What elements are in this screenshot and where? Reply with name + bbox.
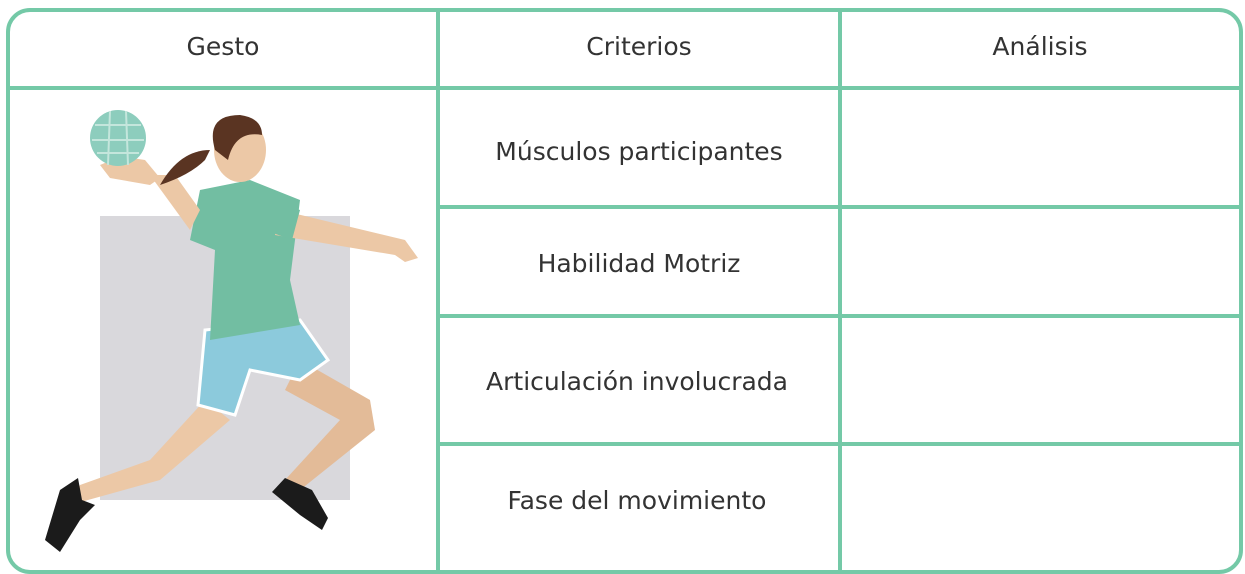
table-border xyxy=(6,8,1243,574)
illustration xyxy=(45,110,418,552)
header-cell: Análisis xyxy=(992,32,1087,61)
criterion: Músculos participantes xyxy=(495,137,782,166)
criterion: Fase del movimiento xyxy=(508,486,767,515)
header-cell: Criterios xyxy=(586,32,691,61)
criterion: Habilidad Motriz xyxy=(538,249,741,278)
header-cell: Gesto xyxy=(187,32,260,61)
criterion: Articulación involucrada xyxy=(486,367,788,396)
